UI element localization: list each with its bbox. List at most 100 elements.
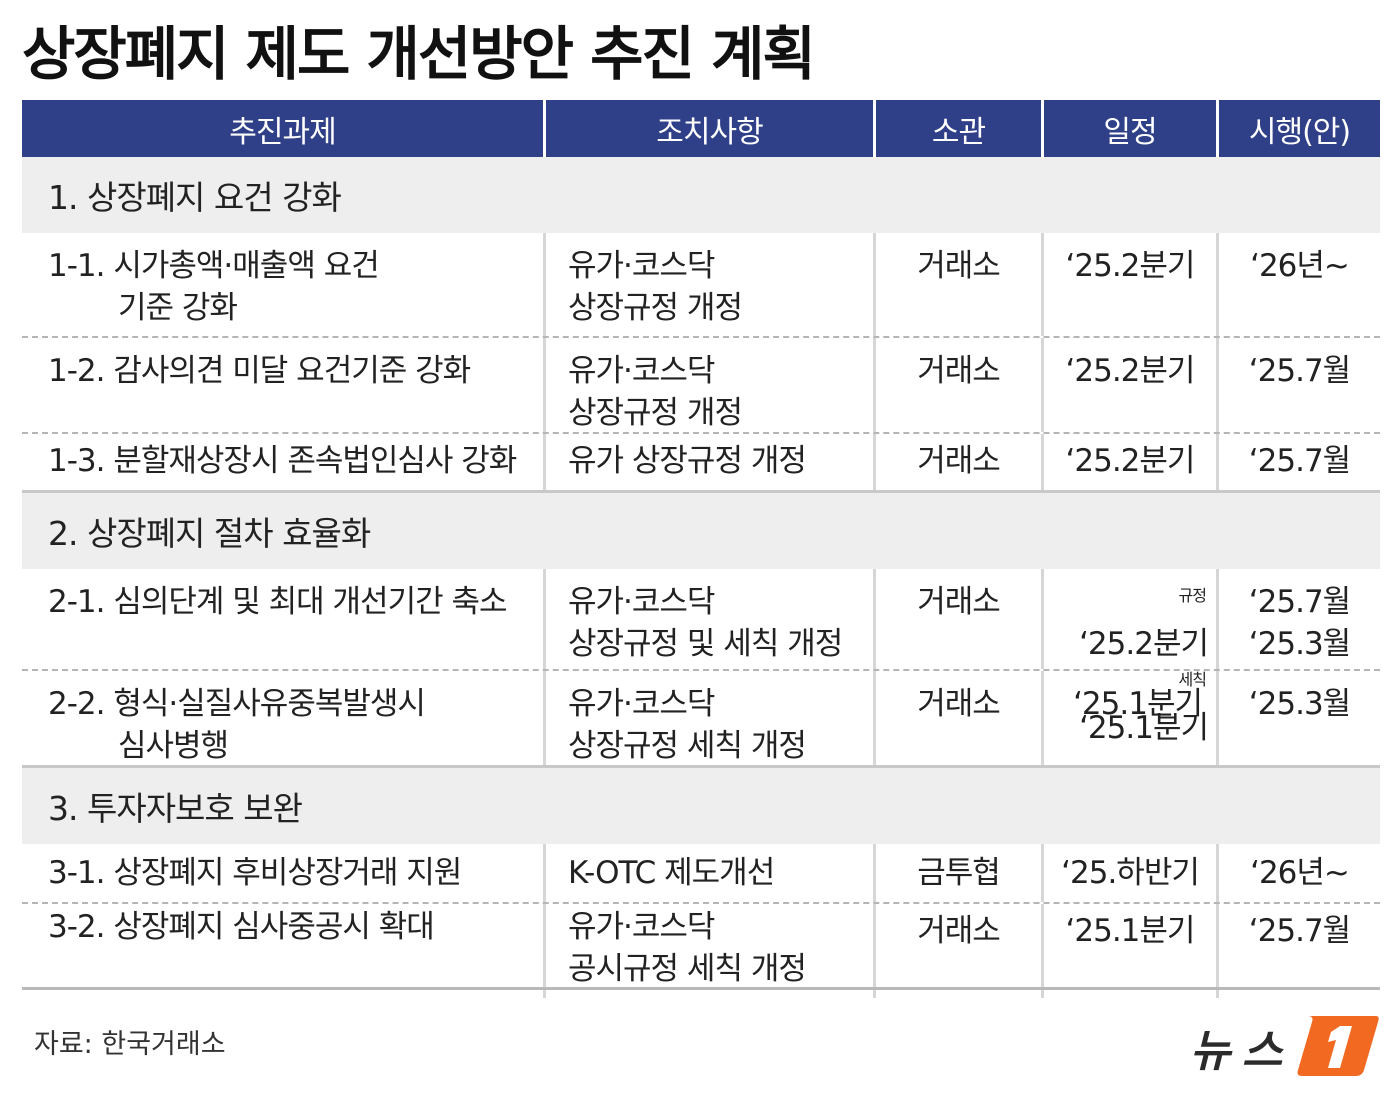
impl-cell: ‘25.7월: [1219, 338, 1380, 432]
schedule-cell: ‘25.1분기: [1044, 904, 1219, 998]
impl-text: ‘25.3월: [1248, 626, 1351, 662]
task-text: 1-1. 시가총액·매출액 요건: [48, 248, 380, 284]
task-cell: 3-2. 상장폐지 심사중공시 확대: [22, 904, 546, 998]
table-row: 1-2. 감사의견 미달 요건기준 강화 유가·코스닥 상장규정 개정 거래소 …: [22, 336, 1380, 432]
task-text: 3-1. 상장폐지 후비상장거래 지원: [48, 855, 462, 891]
schedule-text: ‘25.1분기: [1073, 686, 1203, 722]
news1-logo: 뉴 스: [1190, 1016, 1379, 1077]
dept-text: 거래소: [917, 913, 1001, 949]
table-row: 1-3. 분할재상장시 존속법인심사 강화 유가 상장규정 개정 거래소 ‘25…: [22, 432, 1380, 490]
schedule-text: ‘25.2분기: [1065, 248, 1196, 284]
task-text: 1-2. 감사의견 미달 요건기준 강화: [48, 353, 471, 389]
impl-cell: ‘25.7월: [1219, 904, 1380, 998]
table-row: 2-2. 형식·실질사유중복발생시 심사병행 유가·코스닥 상장규정 세칙 개정…: [22, 669, 1380, 765]
measure-text: 공시규정 세칙 개정: [568, 951, 807, 987]
schedule-text: ‘25.1분기: [1079, 710, 1209, 746]
logo-numeral: [1328, 1026, 1352, 1068]
header-measure: 조치사항: [546, 100, 876, 157]
dept-text: 금투협: [917, 855, 1001, 891]
header-implementation: 시행(안): [1248, 114, 1351, 150]
measure-text: 상장규정 개정: [568, 290, 743, 326]
task-text: 3-2. 상장폐지 심사중공시 확대: [48, 909, 435, 945]
table-header: 추진과제 조치사항 소관 일정 시행(안): [22, 100, 1380, 157]
measure-text: 유가·코스닥: [568, 353, 715, 389]
schedule-text: ‘25.2분기: [1079, 626, 1209, 662]
measure-cell: 유가·코스닥 공시규정 세칙 개정: [546, 904, 876, 998]
impl-cell: ‘26년~: [1219, 233, 1380, 336]
table-row: 3-1. 상장폐지 후비상장거래 지원 K-OTC 제도개선 금투협 ‘25.하…: [22, 844, 1380, 902]
schedule-text: ‘25.2분기: [1065, 443, 1196, 479]
schedule-cell: 규정 ‘25.2분기 세칙 ‘25.1분기: [1044, 569, 1219, 746]
schedule-prefix: 규정: [1178, 586, 1207, 605]
measure-text: 유가·코스닥: [568, 686, 715, 722]
dept-cell: 거래소: [876, 233, 1044, 336]
measure-cell: 유가·코스닥 상장규정 및 세칙 개정: [546, 569, 876, 669]
section-title: 3. 투자자보호 보완: [22, 765, 1380, 844]
task-cell: 1-3. 분할재상장시 존속법인심사 강화: [22, 434, 546, 490]
header-task: 추진과제: [22, 100, 546, 157]
measure-text: 상장규정 및 세칙 개정: [568, 626, 843, 662]
impl-text: ‘25.7월: [1248, 443, 1351, 479]
impl-text: ‘26년~: [1250, 248, 1350, 284]
dept-text: 거래소: [917, 686, 1001, 722]
section-title: 1. 상장폐지 요건 강화: [22, 157, 1380, 233]
schedule-text: ‘25.2분기: [1065, 353, 1196, 389]
measure-text: 유가 상장규정 개정: [568, 443, 807, 479]
schedule-cell: ‘25.2분기: [1044, 434, 1219, 490]
impl-cell: ‘26년~: [1219, 844, 1380, 902]
dept-text: 거래소: [917, 584, 1001, 620]
impl-text: ‘25.7월: [1248, 584, 1351, 620]
plan-table: 추진과제 조치사항 소관 일정 시행(안) 1. 상장폐지 요건 강화 1-1.…: [22, 100, 1380, 998]
measure-cell: 유가·코스닥 상장규정 개정: [546, 233, 876, 336]
page-title: 상장폐지 제도 개선방안 추진 계획: [22, 20, 816, 88]
dept-cell: 거래소: [876, 569, 1044, 669]
task-cell: 1-2. 감사의견 미달 요건기준 강화: [22, 338, 546, 432]
table-bottom-rule: [22, 987, 1380, 990]
measure-text: 유가·코스닥: [568, 909, 715, 945]
measure-text: 유가·코스닥: [568, 584, 715, 620]
source-note: 자료: 한국거래소: [34, 1029, 226, 1060]
dept-cell: 거래소: [876, 338, 1044, 432]
dept-text: 거래소: [917, 443, 1001, 479]
table-row: 3-2. 상장폐지 심사중공시 확대 유가·코스닥 공시규정 세칙 개정 거래소…: [22, 902, 1380, 998]
table-row: 2-1. 심의단계 및 최대 개선기간 축소 유가·코스닥 상장규정 및 세칙 …: [22, 569, 1380, 746]
impl-text: ‘25.3월: [1248, 686, 1351, 722]
schedule-text: ‘25.하반기: [1061, 855, 1200, 891]
header-schedule: 일정: [1044, 100, 1219, 157]
dept-cell: 거래소: [876, 671, 1044, 765]
schedule-line: 세칙 ‘25.1분기: [1044, 665, 1209, 749]
dept-cell: 거래소: [876, 904, 1044, 998]
header-dept: 소관: [876, 100, 1044, 157]
schedule-text: ‘25.1분기: [1065, 913, 1196, 949]
schedule-cell: ‘25.1분기: [1044, 671, 1219, 765]
impl-text: ‘26년~: [1250, 855, 1350, 891]
task-cell: 1-1. 시가총액·매출액 요건 기준 강화: [22, 233, 546, 336]
section-title: 2. 상장폐지 절차 효율화: [22, 490, 1380, 569]
measure-text: 유가·코스닥: [568, 248, 715, 284]
task-text: 2-2. 형식·실질사유중복발생시: [48, 686, 426, 722]
task-text: 1-3. 분할재상장시 존속법인심사 강화: [48, 443, 517, 479]
dept-cell: 금투협: [876, 844, 1044, 902]
schedule-cell: ‘25.2분기: [1044, 233, 1219, 336]
impl-text: ‘25.7월: [1248, 353, 1351, 389]
task-text: 기준 강화: [118, 290, 238, 326]
measure-text: K-OTC 제도개선: [568, 855, 775, 891]
measure-text: 상장규정 개정: [568, 395, 743, 431]
measure-cell: 유가·코스닥 상장규정 세칙 개정: [546, 671, 876, 765]
dept-cell: 거래소: [876, 434, 1044, 490]
measure-cell: 유가·코스닥 상장규정 개정: [546, 338, 876, 432]
logo-wordmark: 뉴: [1190, 1026, 1233, 1077]
task-cell: 2-2. 형식·실질사유중복발생시 심사병행: [22, 671, 546, 765]
dept-text: 거래소: [917, 353, 1001, 389]
measure-cell: 유가 상장규정 개정: [546, 434, 876, 490]
task-text: 심사병행: [118, 728, 229, 764]
schedule-line: 규정 ‘25.2분기: [1044, 581, 1209, 665]
impl-cell: ‘25.7월: [1219, 434, 1380, 490]
task-cell: 3-1. 상장폐지 후비상장거래 지원: [22, 844, 546, 902]
task-text: 2-1. 심의단계 및 최대 개선기간 축소: [48, 584, 508, 620]
logo-wordmark-2: 스: [1242, 1026, 1284, 1077]
measure-cell: K-OTC 제도개선: [546, 844, 876, 902]
dept-text: 거래소: [917, 248, 1001, 284]
impl-text: ‘25.7월: [1248, 913, 1351, 949]
schedule-cell: ‘25.하반기: [1044, 844, 1219, 902]
